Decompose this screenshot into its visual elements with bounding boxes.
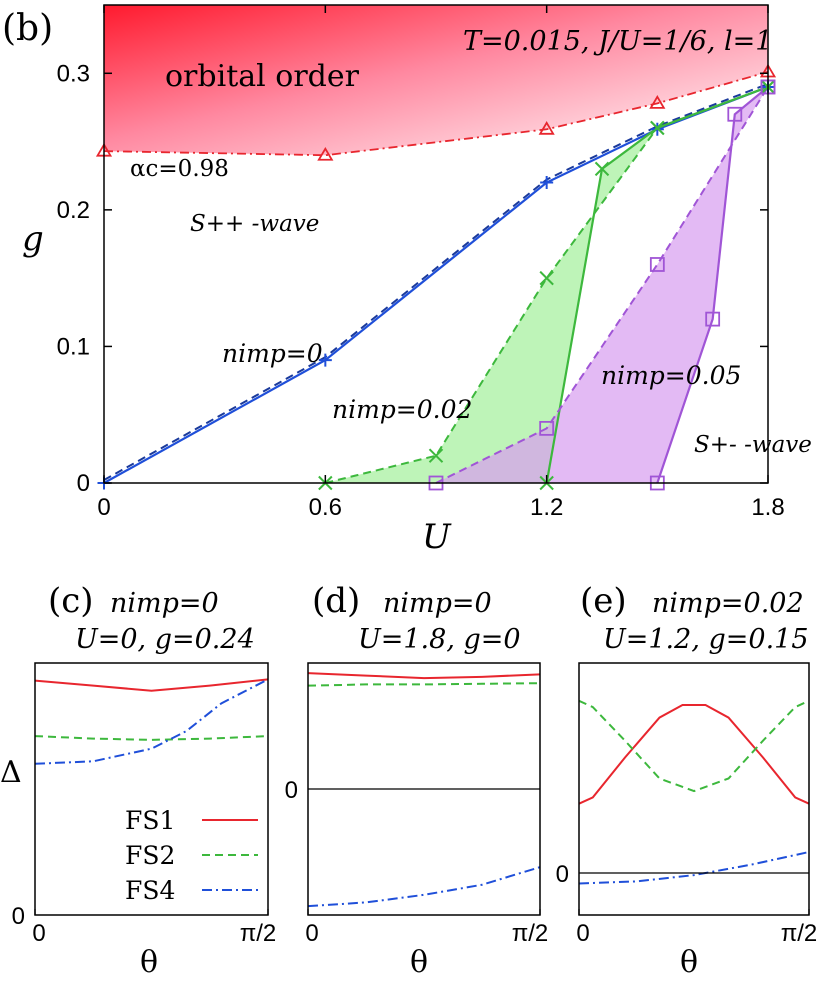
x-tick-label-1.2: 1.2: [530, 494, 563, 521]
nimp-005-region: [436, 86, 768, 483]
curve-fs2: [34, 735, 269, 741]
marker-s3-p1: [594, 161, 610, 177]
marker-s0-p1: [317, 146, 334, 161]
phase-fills: [325, 86, 768, 483]
y-tick-label-0.1: 0.1: [57, 333, 90, 360]
orbital-boundary-line: [103, 71, 769, 157]
spp-wave-label: S++ -wave: [190, 211, 319, 237]
nimp-002-label: nimp=0.02: [332, 395, 472, 424]
marker-s2-p2: [539, 270, 554, 286]
panel-label-b: (b): [2, 8, 53, 49]
axis-ticks-b: 0 0.6 1.2 1.8 0 0.1 0.2 0.3: [57, 5, 785, 521]
parameters-label: T=0.015, J/U=1/6, l=1: [463, 26, 772, 57]
panel-c-x-label: θ: [140, 945, 158, 980]
delta-axis-label: Δ: [0, 755, 22, 790]
plot-frame-c: [34, 662, 269, 916]
panel-d-title-1: nimp=0: [383, 588, 492, 619]
panel-label-e: (e): [580, 581, 627, 621]
curve-fs2: [578, 699, 810, 793]
legend-label-fs2: FS2: [125, 841, 175, 870]
axis-ticks-e: 0 0 π/2: [556, 861, 818, 947]
orbital-order-region: [104, 5, 768, 156]
legend: FS1 FS2 FS4: [125, 806, 258, 905]
curve-fs1: [307, 672, 541, 680]
marker-s2-p1: [428, 448, 444, 463]
panel-e-curves: [578, 699, 810, 885]
y-tick-label-0.3: 0.3: [57, 60, 90, 87]
y-tick-label-0.2: 0.2: [57, 197, 90, 224]
x-tick-label-0: 0: [32, 920, 45, 947]
panel-c-curves: [34, 678, 269, 765]
y-tick-label-0: 0: [77, 470, 90, 497]
x-tick-label-pi2: π/2: [240, 920, 277, 947]
marker-s1-p1: [318, 353, 332, 367]
panel-b: 0 0.6 1.2 1.8 0 0.1 0.2 0.3 (b) g U T=0.015, J/…: [2, 4, 812, 557]
plot-frame-b: [103, 4, 769, 484]
panel-c-title-1: nimp=0: [110, 588, 219, 619]
curve-fs1: [578, 704, 810, 805]
panel-e-title-1: nimp=0.02: [652, 588, 804, 619]
marker-s0-p2: [538, 121, 555, 135]
x-tick-label-0: 0: [576, 920, 589, 947]
nimp-002-region: [325, 86, 768, 483]
y-tick-label-0: 0: [12, 903, 25, 930]
marker-s5-p2: [727, 106, 743, 122]
x-tick-label-pi2: π/2: [512, 920, 549, 947]
curve-fs4: [307, 866, 541, 908]
nimp-005-solid-line: [656, 86, 769, 484]
panel-c-title-2: U=0, g=0.24: [75, 624, 255, 655]
x-tick-label-0: 0: [305, 920, 318, 947]
panel-d-title-2: U=1.8, g=0: [358, 624, 521, 655]
x-tick-label-0: 0: [97, 494, 110, 521]
panel-e: (e) nimp=0.02 U=1.2, g=0.15 0 0 π/2 θ: [556, 581, 818, 980]
x-tick-label-1.8: 1.8: [751, 494, 784, 521]
legend-label-fs4: FS4: [125, 876, 175, 905]
panel-d-curves: [307, 672, 541, 908]
x-axis-label: U: [422, 517, 452, 557]
y-axis-label: g: [22, 219, 44, 259]
curve-fs4: [34, 678, 269, 765]
panel-e-x-label: θ: [680, 945, 698, 980]
nimp-005-dashed-line: [435, 86, 769, 484]
marker-s0-p3: [649, 95, 666, 109]
panel-label-d: (d): [312, 581, 360, 621]
y-tick-label-0: 0: [556, 861, 569, 888]
curve-fs1: [34, 678, 269, 692]
legend-label-fs1: FS1: [125, 806, 175, 835]
curve-fs2: [307, 682, 541, 687]
axis-ticks-d: 0 0 π/2: [285, 777, 549, 947]
marker-s4-p2: [649, 257, 665, 272]
marker-s1-p2: [540, 176, 554, 190]
panel-c: (c) nimp=0 U=0, g=0.24 Δ 00 π/2 FS1 FS2 FS4…: [0, 581, 276, 980]
panel-label-c: (c): [48, 581, 94, 621]
x-tick-label-0.6: 0.6: [309, 494, 342, 521]
plot-frame-e: [578, 662, 810, 916]
x-tick-label-pi2: π/2: [781, 920, 818, 947]
nimp-0-label: nimp=0: [222, 339, 323, 368]
panel-e-title-2: U=1.2, g=0.15: [603, 624, 809, 655]
marker-s3-p2: [650, 120, 665, 136]
marker-s5-p1: [705, 311, 721, 327]
orbital-order-label: orbital order: [165, 59, 360, 94]
y-tick-label-0: 0: [285, 777, 298, 804]
spm-wave-label: S+- -wave: [694, 432, 812, 458]
curve-fs4: [578, 851, 810, 885]
marker-s4-p1: [539, 420, 555, 436]
panel-d-x-label: θ: [410, 945, 428, 980]
axis-ticks-c: 00 π/2: [12, 903, 277, 947]
nimp-005-label: nimp=0.05: [601, 361, 741, 390]
panel-d: (d) nimp=0 U=1.8, g=0 0 0 π/2 θ: [285, 581, 549, 980]
alpha-c-label: αc=0.98: [130, 156, 229, 182]
nimp-002-solid-line: [545, 85, 769, 484]
